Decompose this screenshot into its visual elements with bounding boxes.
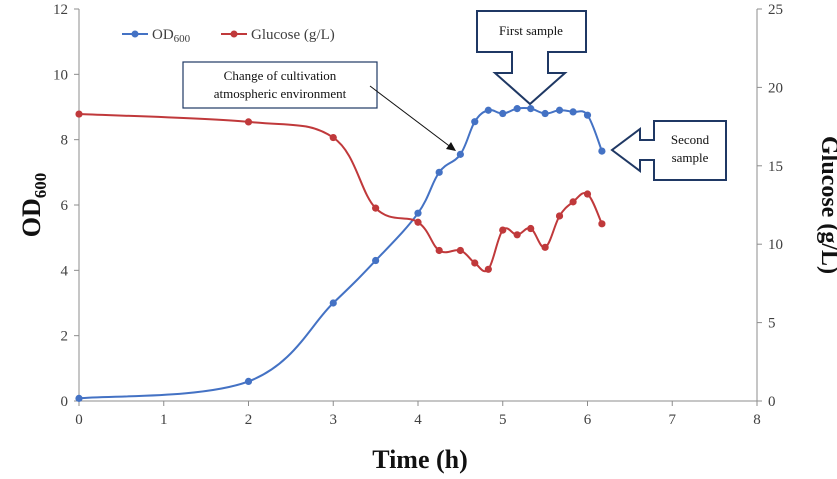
od-point [75, 394, 83, 402]
x-tick-label: 0 [75, 412, 83, 428]
glucose-point [435, 246, 443, 255]
annotation-env-pointer [369, 85, 453, 149]
glucose-point [75, 110, 83, 118]
y-tick-label: 10 [53, 67, 68, 83]
glucose-point [471, 259, 479, 267]
od-point [414, 209, 422, 217]
od-point [541, 109, 549, 118]
y-tick-label: 4 [61, 263, 69, 279]
od-point [471, 118, 479, 126]
glucose-point [583, 190, 592, 198]
od-point [598, 147, 606, 155]
od-point [329, 299, 337, 307]
glucose-point [555, 212, 564, 220]
x-tick-label: 7 [669, 412, 677, 428]
od-point [555, 106, 564, 114]
glucose-point [527, 224, 535, 233]
od-point [583, 111, 592, 119]
glucose-point [372, 204, 380, 212]
y2-axis-title: Glucose (g/L) [816, 136, 837, 274]
y-axis-title-main: OD [17, 198, 46, 237]
annotation-first-sample: First sample [476, 10, 587, 106]
annotation-second-sample: Second sample [610, 120, 727, 181]
annotation-env-line-2: atmospheric environment [214, 86, 347, 101]
x-tick-label: 1 [160, 412, 168, 428]
first-sample-callout-shape [476, 10, 587, 106]
legend-od-label: OD600 [152, 27, 191, 45]
od-point [527, 105, 535, 113]
data-points [75, 105, 606, 402]
first-sample-label: First sample [499, 23, 563, 38]
od-point [435, 168, 443, 176]
x-tick-label: 5 [499, 412, 507, 428]
glucose-point [598, 220, 606, 228]
axes [74, 8, 762, 406]
y-tick-label: 6 [61, 198, 69, 214]
y2-tick-label: 0 [768, 394, 776, 410]
glucose-point [244, 118, 253, 126]
series-lines [78, 106, 603, 400]
glucose-point [329, 133, 337, 142]
annotation-env-change: Change of cultivation atmospheric enviro… [182, 61, 456, 151]
legend: OD600 Glucose (g/L) [122, 27, 335, 45]
y-axis-title-sub: 600 [31, 173, 50, 199]
annotation-env-box [182, 61, 378, 109]
od-series-line [78, 106, 603, 400]
y2-tick-label: 10 [768, 237, 783, 253]
glucose-series-line [78, 113, 603, 273]
od-point [456, 150, 464, 158]
y2-tick-label: 5 [768, 316, 776, 332]
y-tick-label: 8 [61, 133, 69, 149]
second-sample-callout-shape [610, 120, 727, 181]
y-axis-title: OD600 [17, 173, 50, 238]
legend-glucose-marker [230, 30, 238, 38]
glucose-point [513, 231, 521, 239]
y2-tick-label: 20 [768, 80, 783, 96]
legend-glucose-label: Glucose (g/L) [251, 27, 335, 43]
od-point [484, 106, 492, 114]
y-tick-label: 0 [61, 394, 69, 410]
glucose-point [499, 226, 507, 234]
x-tick-label: 8 [753, 412, 761, 428]
x-tick-label: 6 [584, 412, 592, 428]
legend-od-marker [131, 30, 139, 38]
od-point [499, 109, 507, 118]
y2-tick-label: 15 [768, 159, 783, 175]
y2-tick-label: 25 [768, 2, 783, 18]
annotation-env-line-1: Change of cultivation [224, 68, 337, 83]
od-point [372, 256, 380, 265]
glucose-point [414, 218, 422, 226]
od-point [513, 105, 521, 113]
x-axis-title: Time (h) [372, 445, 468, 474]
glucose-point [456, 246, 464, 255]
x-tick-label: 3 [330, 412, 338, 428]
x-tick-label: 4 [414, 412, 422, 428]
glucose-point [484, 265, 492, 273]
od-point [244, 377, 253, 385]
glucose-point [569, 198, 577, 206]
x-tick-label: 2 [245, 412, 253, 428]
y-tick-label: 2 [61, 329, 69, 345]
glucose-point [541, 243, 549, 251]
second-sample-label-line-2: sample [672, 150, 709, 165]
annotation-env-arrowhead [446, 142, 456, 151]
second-sample-label-line-1: Second [671, 132, 710, 147]
od-point [569, 108, 577, 116]
y-tick-label: 12 [53, 2, 68, 18]
